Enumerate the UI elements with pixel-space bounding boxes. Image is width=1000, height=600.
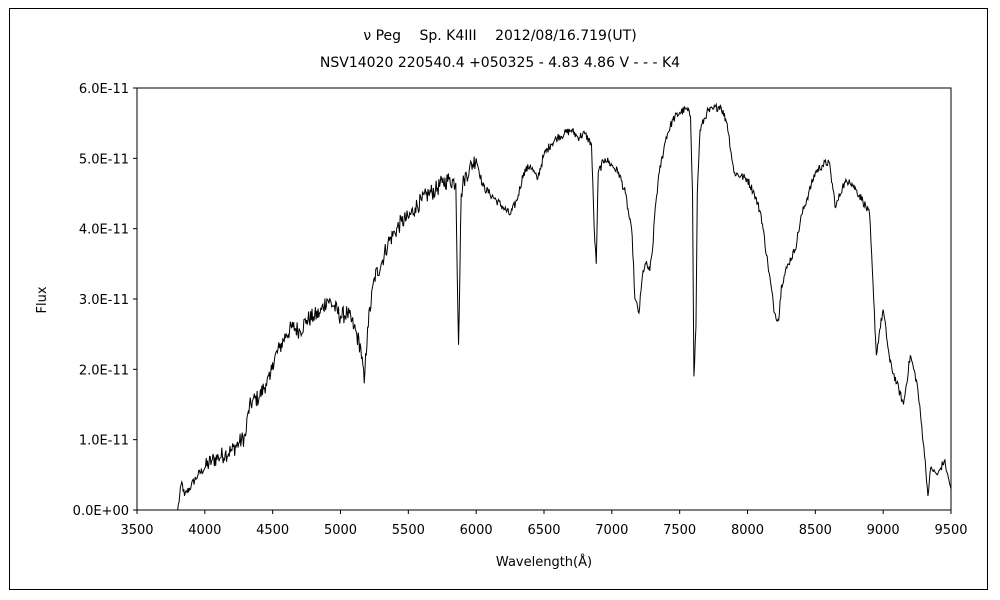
x-tick-label: 8500: [799, 523, 832, 538]
series-layer: [177, 102, 952, 511]
x-tick-label: 9500: [934, 523, 967, 538]
y-tick-label: 1.0E-11: [79, 434, 129, 449]
y-tick-label: 5.0E-11: [79, 152, 129, 167]
y-tick-label: 2.0E-11: [79, 363, 129, 378]
plot-area: [136, 87, 952, 511]
chart-subtitle: NSV14020 220540.4 +050325 - 4.83 4.86 V …: [320, 55, 680, 71]
x-tick-label: 8000: [731, 523, 764, 538]
x-axis-ticks: 3500 4000 4500 5000 5500 6000 6500 7000 7500 8000…: [120, 510, 968, 538]
spectrum-line: [177, 102, 952, 511]
x-axis-title: Wavelength(Å): [496, 554, 592, 570]
y-axis-ticks: 0.0E+00 1.0E-11 2.0E-11 3.0E-11 4.0E-11 5.0E-…: [73, 82, 137, 519]
x-tick-label: 5000: [324, 523, 357, 538]
x-tick-label: 3500: [120, 523, 153, 538]
y-tick-label: 0.0E+00: [73, 504, 129, 519]
chart-title: ν Peg Sp. K4III 2012/08/16.719(UT): [363, 28, 636, 44]
x-tick-label: 4500: [256, 523, 289, 538]
x-tick-label: 6500: [527, 523, 560, 538]
x-tick-label: 7000: [595, 523, 628, 538]
y-tick-label: 6.0E-11: [79, 82, 129, 97]
y-tick-label: 4.0E-11: [79, 223, 129, 238]
x-tick-label: 5500: [392, 523, 425, 538]
y-axis-title: Flux: [35, 286, 50, 313]
x-tick-label: 9000: [867, 523, 900, 538]
x-tick-label: 4000: [188, 523, 221, 538]
x-tick-label: 7500: [663, 523, 696, 538]
x-tick-label: 6000: [460, 523, 493, 538]
y-tick-label: 3.0E-11: [79, 293, 129, 308]
